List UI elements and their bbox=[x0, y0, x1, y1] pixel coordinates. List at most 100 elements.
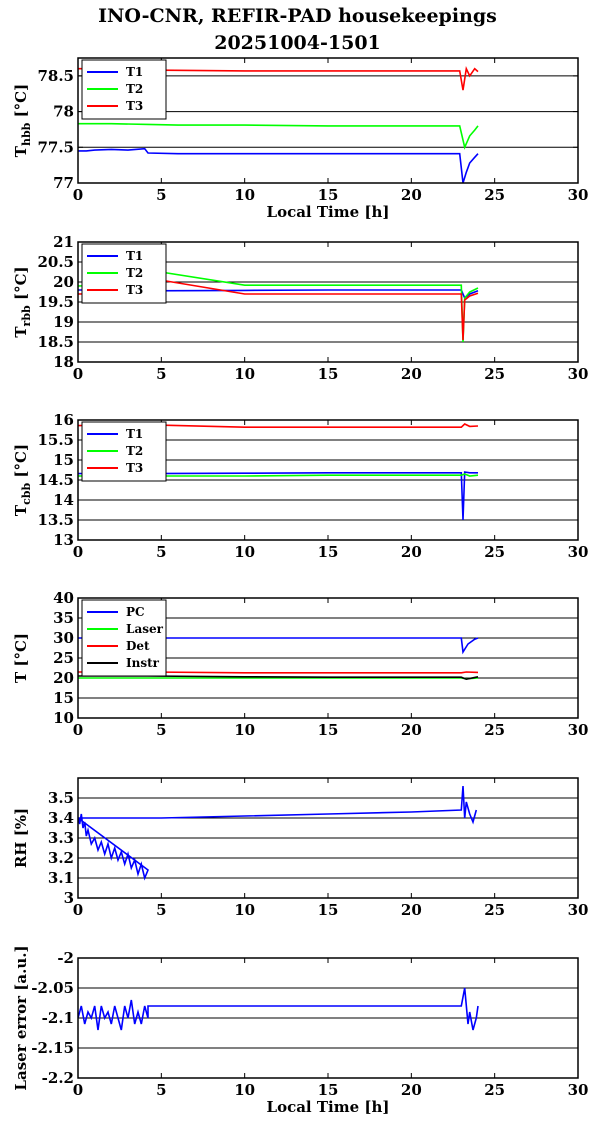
y-tick-label: -2 bbox=[57, 949, 74, 967]
y-tick-label: -2.05 bbox=[31, 979, 74, 997]
x-tick-label: 15 bbox=[318, 1081, 339, 1099]
x-tick-label: 10 bbox=[234, 901, 255, 919]
series-line-t3 bbox=[78, 423, 479, 429]
y-tick-label: 35 bbox=[53, 609, 74, 627]
x-tick-label: 20 bbox=[401, 1081, 422, 1099]
y-tick-label: 13.5 bbox=[37, 511, 74, 529]
x-tick-label: 0 bbox=[73, 1081, 83, 1099]
x-axis-label: Local Time [h] bbox=[267, 1098, 390, 1116]
legend-label: T3 bbox=[126, 99, 143, 113]
x-tick-label: 20 bbox=[401, 721, 422, 739]
y-axis-label-unit: [°C] bbox=[12, 84, 30, 123]
y-axis-label-main: T bbox=[12, 145, 30, 157]
panel-2: 18 18.5 19 19.5 20 20.5 21 0 5 10 15 20 25 30 T1 T2 T3 Tr… bbox=[12, 233, 588, 383]
y-tick-label: 18 bbox=[53, 353, 74, 371]
x-tick-label: 5 bbox=[156, 1081, 166, 1099]
x-tick-label: 30 bbox=[568, 721, 589, 739]
y-tick-label: -2.2 bbox=[42, 1069, 74, 1087]
x-tick-label: 25 bbox=[484, 365, 505, 383]
x-tick-label: 0 bbox=[73, 365, 83, 383]
y-tick-label: 20 bbox=[53, 273, 74, 291]
y-tick-label: 18.5 bbox=[37, 333, 74, 351]
x-tick-label: 25 bbox=[484, 901, 505, 919]
y-tick-label: 15.5 bbox=[37, 431, 74, 449]
y-axis-label-main: T [°C] bbox=[12, 633, 30, 683]
plot-frame bbox=[77, 597, 579, 719]
panel-6: -2.2 -2.15 -2.1 -2.05 -2 0 5 10 15 20 25 30 Laser er… bbox=[12, 945, 588, 1116]
y-tick-label: 14 bbox=[53, 491, 74, 509]
y-tick-label: 3.3 bbox=[48, 829, 74, 847]
legend-label: T1 bbox=[126, 249, 143, 263]
y-axis-label-subscript: hbb bbox=[20, 122, 33, 146]
series-line-t2 bbox=[78, 473, 479, 477]
series-line-t2 bbox=[78, 122, 479, 150]
x-tick-label: 30 bbox=[568, 901, 589, 919]
x-tick-label: 10 bbox=[234, 1081, 255, 1099]
x-tick-label: 10 bbox=[234, 365, 255, 383]
x-tick-label: 25 bbox=[484, 186, 505, 204]
y-axis-label-unit: [°C] bbox=[12, 444, 30, 483]
y-tick-label: 16 bbox=[53, 411, 74, 429]
x-tick-label: 15 bbox=[318, 186, 339, 204]
legend-label: Det bbox=[126, 639, 150, 653]
series-line-t1 bbox=[78, 147, 479, 183]
panel-3: 13 13.5 14 14.5 15 15.5 16 0 5 10 15 20 25 30 T1 T2 T3 Tc… bbox=[12, 411, 588, 561]
panel-5: 3 3.1 3.2 3.3 3.4 3.5 0 5 10 15 20 25 30 RH [%] bbox=[12, 777, 589, 919]
x-tick-label: 20 bbox=[401, 901, 422, 919]
x-tick-label: 20 bbox=[401, 365, 422, 383]
x-tick-label: 30 bbox=[568, 1081, 589, 1099]
y-tick-label: 15 bbox=[53, 689, 74, 707]
y-axis-label: T [°C] bbox=[12, 633, 30, 683]
x-tick-label: 15 bbox=[318, 365, 339, 383]
y-tick-label: 13 bbox=[53, 531, 74, 549]
x-tick-label: 30 bbox=[568, 186, 589, 204]
x-axis-label: Local Time [h] bbox=[267, 203, 390, 221]
series-line-data bbox=[78, 785, 478, 881]
y-axis-label-subscript: cbb bbox=[20, 483, 33, 505]
y-tick-label: 14.5 bbox=[37, 471, 74, 489]
legend-box bbox=[81, 421, 167, 482]
x-tick-label: 15 bbox=[318, 901, 339, 919]
y-tick-label: 40 bbox=[53, 589, 74, 607]
y-axis-label: Tcbb [°C] bbox=[12, 444, 33, 516]
y-tick-label: 3.2 bbox=[48, 849, 74, 867]
y-tick-label: 25 bbox=[53, 649, 74, 667]
x-tick-label: 30 bbox=[568, 365, 589, 383]
y-tick-label: 30 bbox=[53, 629, 74, 647]
legend-label: T2 bbox=[126, 266, 143, 280]
y-tick-label: 78 bbox=[53, 103, 74, 121]
x-tick-label: 10 bbox=[234, 721, 255, 739]
x-tick-label: 20 bbox=[401, 543, 422, 561]
y-tick-label: 19 bbox=[53, 313, 74, 331]
y-tick-label: 78.5 bbox=[37, 67, 74, 85]
plot-frame bbox=[77, 777, 579, 899]
plot-frame bbox=[77, 241, 579, 363]
x-tick-label: 5 bbox=[156, 901, 166, 919]
y-tick-label: -2.1 bbox=[42, 1009, 74, 1027]
y-tick-label: -2.15 bbox=[31, 1039, 74, 1057]
legend-label: T2 bbox=[126, 82, 143, 96]
y-axis-label-subscript: rbb bbox=[20, 305, 33, 326]
legend-label: PC bbox=[126, 605, 145, 619]
x-tick-label: 5 bbox=[156, 186, 166, 204]
series-line-t1 bbox=[78, 471, 478, 521]
legend-box bbox=[81, 243, 167, 304]
x-tick-label: 10 bbox=[234, 186, 255, 204]
chart-title-line2: 20251004-1501 bbox=[214, 32, 381, 54]
x-tick-label: 0 bbox=[73, 901, 83, 919]
series-line-laser bbox=[78, 677, 479, 680]
legend-label: T2 bbox=[126, 444, 143, 458]
x-tick-label: 25 bbox=[484, 721, 505, 739]
y-tick-label: 77 bbox=[53, 174, 74, 192]
plot-frame bbox=[77, 419, 579, 541]
x-tick-label: 15 bbox=[318, 721, 339, 739]
x-tick-label: 5 bbox=[156, 543, 166, 561]
chart-title-line1: INO-CNR, REFIR-PAD housekeepings bbox=[98, 5, 497, 27]
x-tick-label: 0 bbox=[73, 543, 83, 561]
y-tick-label: 19.5 bbox=[37, 293, 74, 311]
x-tick-label: 15 bbox=[318, 543, 339, 561]
y-tick-label: 20 bbox=[53, 669, 74, 687]
y-tick-label: 3.1 bbox=[48, 869, 74, 887]
y-axis-label: Trbb [°C] bbox=[12, 266, 33, 337]
